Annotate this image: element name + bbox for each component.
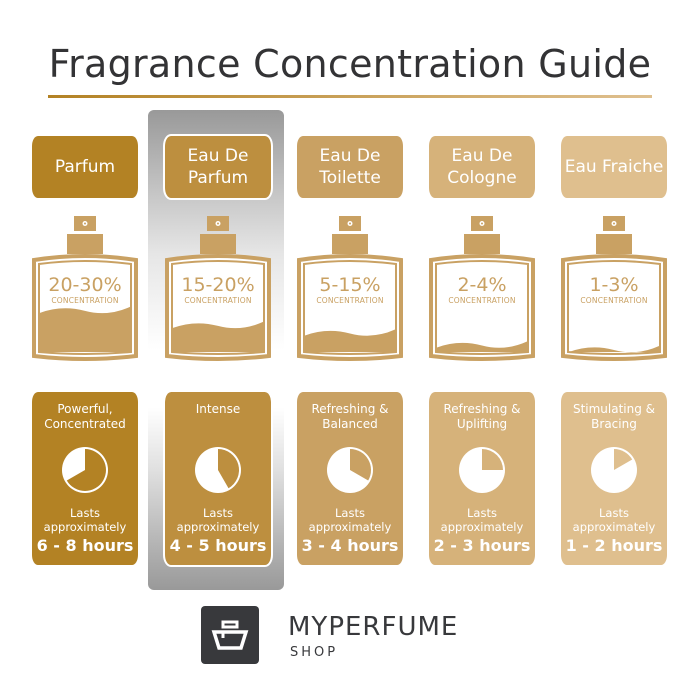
clock-wedge [66,449,106,491]
type-label: Eau De Toilette [297,136,403,198]
liquid-level [569,345,659,353]
type-name: Eau Fraiche [564,157,664,177]
logo-icon [201,606,259,664]
concentration-percent: 5-15% [319,274,381,296]
longevity-card: Intense Lasts approximately 4 - 5 hours [163,390,273,567]
type-label: Eau De Parfum [163,134,273,200]
type-name: Eau De Toilette [319,146,381,188]
liquid-level [305,329,395,352]
liquid-level [173,321,263,352]
lasts-label: Lasts approximately [440,506,524,534]
clock-pie-icon [62,447,108,493]
type-name: Parfum [54,157,116,177]
clock-wedge [350,449,372,481]
concentration-label: CONCENTRATION [316,296,384,305]
concentration-label: CONCENTRATION [448,296,516,305]
duration-hours: 4 - 5 hours [169,536,267,555]
logo-brand-name: MYPERFUME [288,612,459,642]
type-name: Eau De Parfum [187,146,249,188]
liquid-level [40,306,130,352]
perfume-bottle-icon [32,216,138,361]
clock-pie-icon [591,447,637,493]
lasts-label: Lasts approximately [176,506,260,534]
description: Stimulating & Bracing [572,402,656,431]
longevity-card: Stimulating & Bracing Lasts approximatel… [561,392,667,565]
clock-pie-icon [459,447,505,493]
clock-wedge [482,449,503,470]
lasts-label: Lasts approximately [43,506,127,534]
duration-hours: 6 - 8 hours [36,536,134,555]
concentration-label: CONCENTRATION [184,296,252,305]
clock-pie-icon [327,447,373,493]
longevity-card: Refreshing & Uplifting Lasts approximate… [429,392,535,565]
perfume-bottle-icon [297,216,403,361]
perfume-bottle-icon [561,216,667,361]
description: Intense [195,402,241,416]
type-label: Parfum [32,136,138,198]
concentration-label: CONCENTRATION [51,296,119,305]
type-name: Eau De Cologne [447,146,517,188]
logo-brand-sub: SHOP [290,645,339,660]
duration-hours: 1 - 2 hours [565,536,663,555]
lasts-label: Lasts approximately [572,506,656,534]
perfume-bottle-icon [165,216,271,361]
description: Powerful, Concentrated [44,402,126,431]
liquid-level [437,341,527,352]
concentration-percent: 15-20% [181,274,255,296]
page-title: Fragrance Concentration Guide [48,42,652,86]
clock-wedge [614,449,633,470]
description: Refreshing & Uplifting [443,402,521,431]
concentration-percent: 20-30% [48,274,122,296]
description: Refreshing & Balanced [311,402,389,431]
longevity-card: Powerful, Concentrated Lasts approximate… [32,392,138,565]
concentration-percent: 2-4% [457,274,507,296]
title-divider [48,95,652,98]
longevity-card: Refreshing & Balanced Lasts approximatel… [297,392,403,565]
clock-pie-icon [195,447,241,493]
type-label: Eau De Cologne [429,136,535,198]
perfume-bottle-icon [429,216,535,361]
clock-wedge [218,449,240,489]
concentration-label: CONCENTRATION [580,296,648,305]
duration-hours: 2 - 3 hours [433,536,531,555]
lasts-label: Lasts approximately [308,506,392,534]
duration-hours: 3 - 4 hours [301,536,399,555]
type-label: Eau Fraiche [561,136,667,198]
concentration-percent: 1-3% [589,274,639,296]
